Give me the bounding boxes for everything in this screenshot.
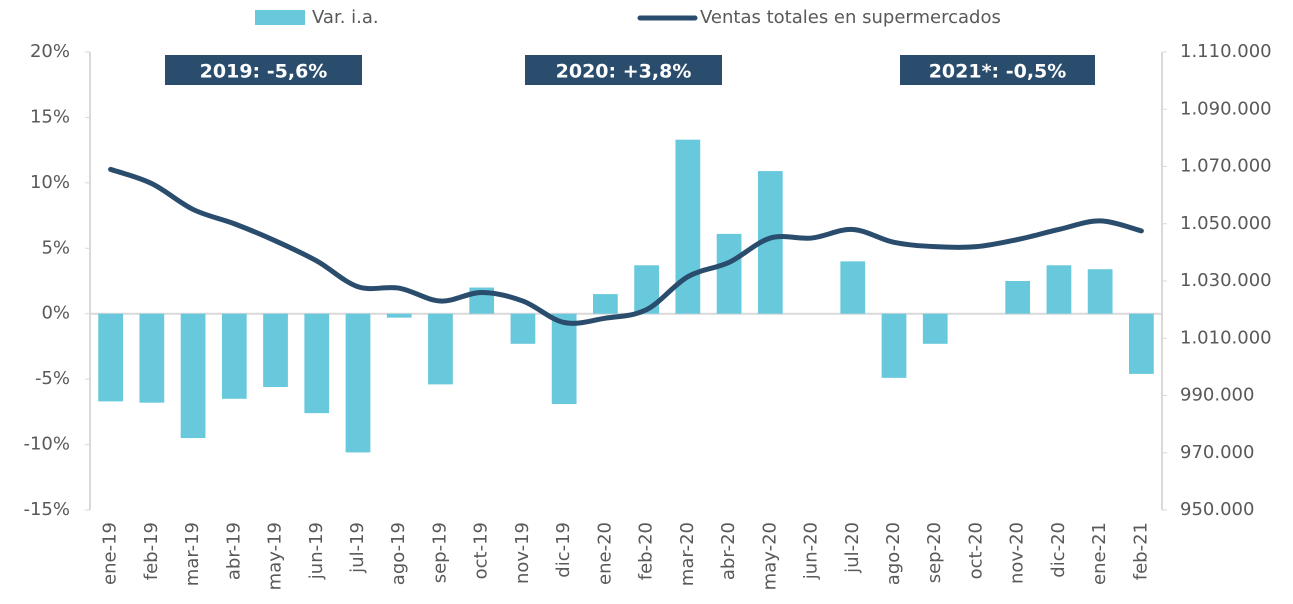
- x-tick-label: nov-19: [512, 522, 533, 584]
- x-tick-label: nov-20: [1007, 522, 1028, 584]
- x-tick-label: abr-20: [718, 522, 739, 580]
- bar: [428, 313, 453, 385]
- x-tick-label: dic-19: [553, 522, 574, 578]
- x-tick-label: jun-19: [306, 522, 327, 580]
- bar: [263, 313, 288, 387]
- line: [108, 166, 1144, 326]
- x-tick-label: abr-19: [223, 522, 244, 580]
- x-tick-label: sep-19: [429, 522, 450, 583]
- x-tick-label: feb-20: [636, 522, 657, 580]
- annotation: 2020: +3,8%: [556, 61, 692, 83]
- x-tick-label: ene-19: [100, 522, 121, 585]
- annotation: 2019: -5,6%: [200, 61, 328, 83]
- x-tick-label: may-19: [265, 522, 286, 590]
- x-tick-label: feb-19: [141, 522, 162, 580]
- x-tick-label: mar-19: [182, 522, 203, 586]
- bar: [840, 261, 866, 314]
- y-tick-label: -5%: [35, 368, 70, 389]
- y-tick-label: 0%: [41, 303, 70, 324]
- bar: [1087, 269, 1113, 314]
- bar: [675, 139, 701, 314]
- annotation: 2021*: -0,5%: [929, 61, 1067, 83]
- y2-tick-label: 1.090.000: [1180, 98, 1272, 119]
- bar: [345, 313, 371, 453]
- x-tick-label: dic-20: [1048, 522, 1069, 578]
- x-tick-label: oct-20: [965, 522, 986, 579]
- y-tick-label: -10%: [23, 434, 70, 455]
- x-tick-label: mar-20: [677, 522, 698, 586]
- legend-label: Ventas totales en supermercados: [700, 7, 1001, 28]
- y2-tick-label: 1.030.000: [1180, 270, 1272, 291]
- y2-tick-label: 1.010.000: [1180, 327, 1272, 348]
- bar: [716, 233, 742, 314]
- bar: [881, 313, 907, 378]
- annotation-box: [525, 55, 722, 85]
- y-tick-label: 15%: [30, 106, 70, 127]
- bar: [922, 313, 948, 344]
- x-tick-label: may-20: [759, 522, 780, 590]
- bar: [221, 313, 247, 399]
- annotation-box: [165, 55, 362, 85]
- bar: [510, 313, 536, 344]
- bar: [551, 313, 577, 405]
- legend-label: Var. i.a.: [312, 7, 379, 28]
- y-tick-label: 5%: [41, 237, 70, 258]
- bar: [1046, 265, 1072, 314]
- x-tick-label: sep-20: [924, 522, 945, 583]
- y2-tick-label: 1.110.000: [1180, 41, 1272, 62]
- y2-tick-label: 1.050.000: [1180, 213, 1272, 234]
- y-tick-label: 20%: [30, 41, 70, 62]
- bar: [593, 294, 618, 314]
- x-tick-label: ene-21: [1089, 522, 1110, 585]
- y-tick-label: -15%: [23, 499, 70, 520]
- bar: [98, 313, 123, 402]
- x-tick-label: ago-19: [388, 522, 409, 585]
- y2-tick-label: 950.000: [1180, 499, 1254, 520]
- y-tick-label: 10%: [30, 172, 70, 193]
- x-tick-label: jul-19: [347, 522, 368, 574]
- x-tick-label: jul-20: [842, 522, 863, 574]
- y2-tick-label: 990.000: [1180, 385, 1254, 406]
- bar: [180, 313, 206, 439]
- y2-tick-label: 970.000: [1180, 442, 1254, 463]
- annotation-box: [900, 55, 1095, 85]
- x-tick-label: ago-20: [883, 522, 904, 585]
- x-tick-label: jun-20: [801, 522, 822, 580]
- bar: [1005, 281, 1031, 314]
- bar: [1129, 313, 1154, 374]
- x-tick-label: oct-19: [471, 522, 492, 579]
- bar: [139, 313, 165, 403]
- y2-tick-label: 1.070.000: [1180, 156, 1272, 177]
- x-tick-label: feb-21: [1130, 522, 1151, 580]
- bar: [304, 313, 330, 414]
- legend-swatch: [255, 10, 305, 25]
- x-tick-label: ene-20: [594, 522, 615, 585]
- bar: [386, 313, 412, 318]
